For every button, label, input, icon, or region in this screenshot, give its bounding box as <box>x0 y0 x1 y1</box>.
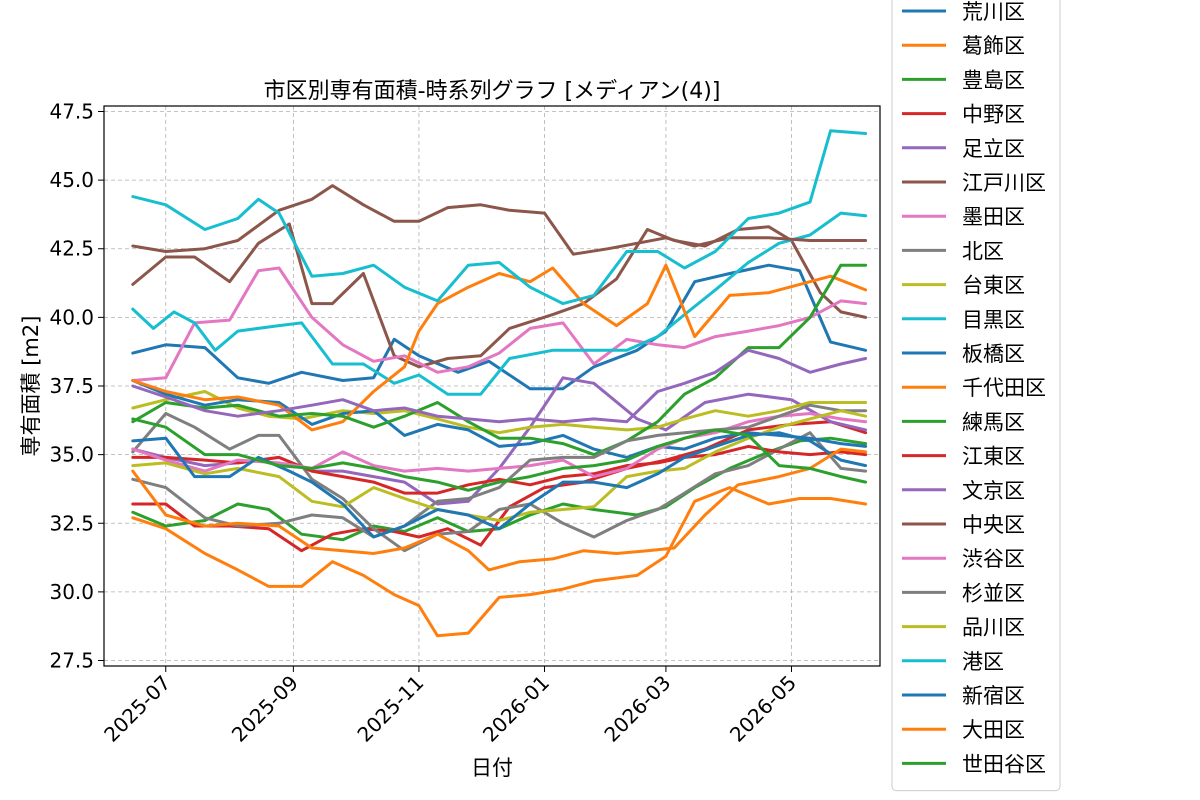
series-line-23 <box>131 417 868 492</box>
legend-label: 練馬区 <box>962 410 1025 434</box>
y-tick-label: 42.5 <box>49 237 94 261</box>
series-line-15 <box>131 348 868 424</box>
series-line-8 <box>131 412 868 553</box>
legend-label: 新宿区 <box>962 684 1025 708</box>
legend-label: 千代田区 <box>962 376 1046 400</box>
legend-label: 渋谷区 <box>962 547 1025 571</box>
legend-label: 葛飾区 <box>962 34 1025 58</box>
y-tick-label: 30.0 <box>49 580 94 604</box>
legend-label: 江東区 <box>962 445 1025 469</box>
series-line-1 <box>131 263 868 391</box>
y-axis-title: 専有面積 [m2] <box>19 316 43 457</box>
x-axis-title: 日付 <box>471 756 513 780</box>
series-line-18 <box>131 403 868 539</box>
legend-label: 品川区 <box>962 616 1025 640</box>
legend-label: 豊島区 <box>962 68 1025 92</box>
legend: 荒川区葛飾区豊島区中野区足立区江戸川区墨田区北区台東区目黒区板橋区千代田区練馬区… <box>891 0 1061 792</box>
series-line-16 <box>131 184 868 256</box>
y-tick-label: 32.5 <box>49 511 94 535</box>
legend-label: 世田谷区 <box>962 752 1046 776</box>
legend-label: 江戸川区 <box>962 171 1046 195</box>
y-axis: 27.5 30.0 32.5 35.0 37.5 40.0 42.5 45.0 47.5 <box>49 99 104 673</box>
series-line-11 <box>131 379 868 459</box>
y-tick-label: 27.5 <box>49 649 94 673</box>
legend-label: 港区 <box>962 650 1004 674</box>
series-line-12 <box>131 263 868 432</box>
legend-label: 台東区 <box>962 274 1025 298</box>
legend-label: 中野区 <box>962 103 1025 127</box>
y-tick-label: 40.0 <box>49 305 94 329</box>
legend-label: 中央区 <box>962 513 1025 537</box>
legend-label: 板橋区 <box>962 342 1025 366</box>
legend-label: 北区 <box>962 239 1004 263</box>
series-line-2 <box>131 486 868 638</box>
legend-label: 大田区 <box>962 718 1025 742</box>
chart-title: 市区別専有面積-時系列グラフ [メディアン(4)] <box>264 79 721 104</box>
y-tick-label: 37.5 <box>49 374 94 398</box>
series-line-7 <box>131 266 868 382</box>
y-tick-label: 35.0 <box>49 443 94 467</box>
series-line-10 <box>131 211 868 396</box>
series-line-14 <box>131 444 868 495</box>
series-line-4 <box>131 420 868 553</box>
legend-label: 荒川区 <box>962 0 1025 24</box>
legend-label: 目黒区 <box>962 308 1025 332</box>
y-tick-label: 45.0 <box>49 168 94 192</box>
series-line-13 <box>131 263 868 457</box>
series-line-9 <box>131 390 868 435</box>
series-layer <box>131 129 868 638</box>
series-line-20 <box>131 129 868 306</box>
legend-label: 杉並区 <box>962 581 1025 605</box>
legend-label: 墨田区 <box>962 205 1025 229</box>
series-line-6 <box>131 222 868 369</box>
legend-label: 足立区 <box>962 137 1025 161</box>
y-tick-label: 47.5 <box>49 99 94 123</box>
series-line-22 <box>131 447 868 572</box>
legend-label: 文京区 <box>962 479 1025 503</box>
